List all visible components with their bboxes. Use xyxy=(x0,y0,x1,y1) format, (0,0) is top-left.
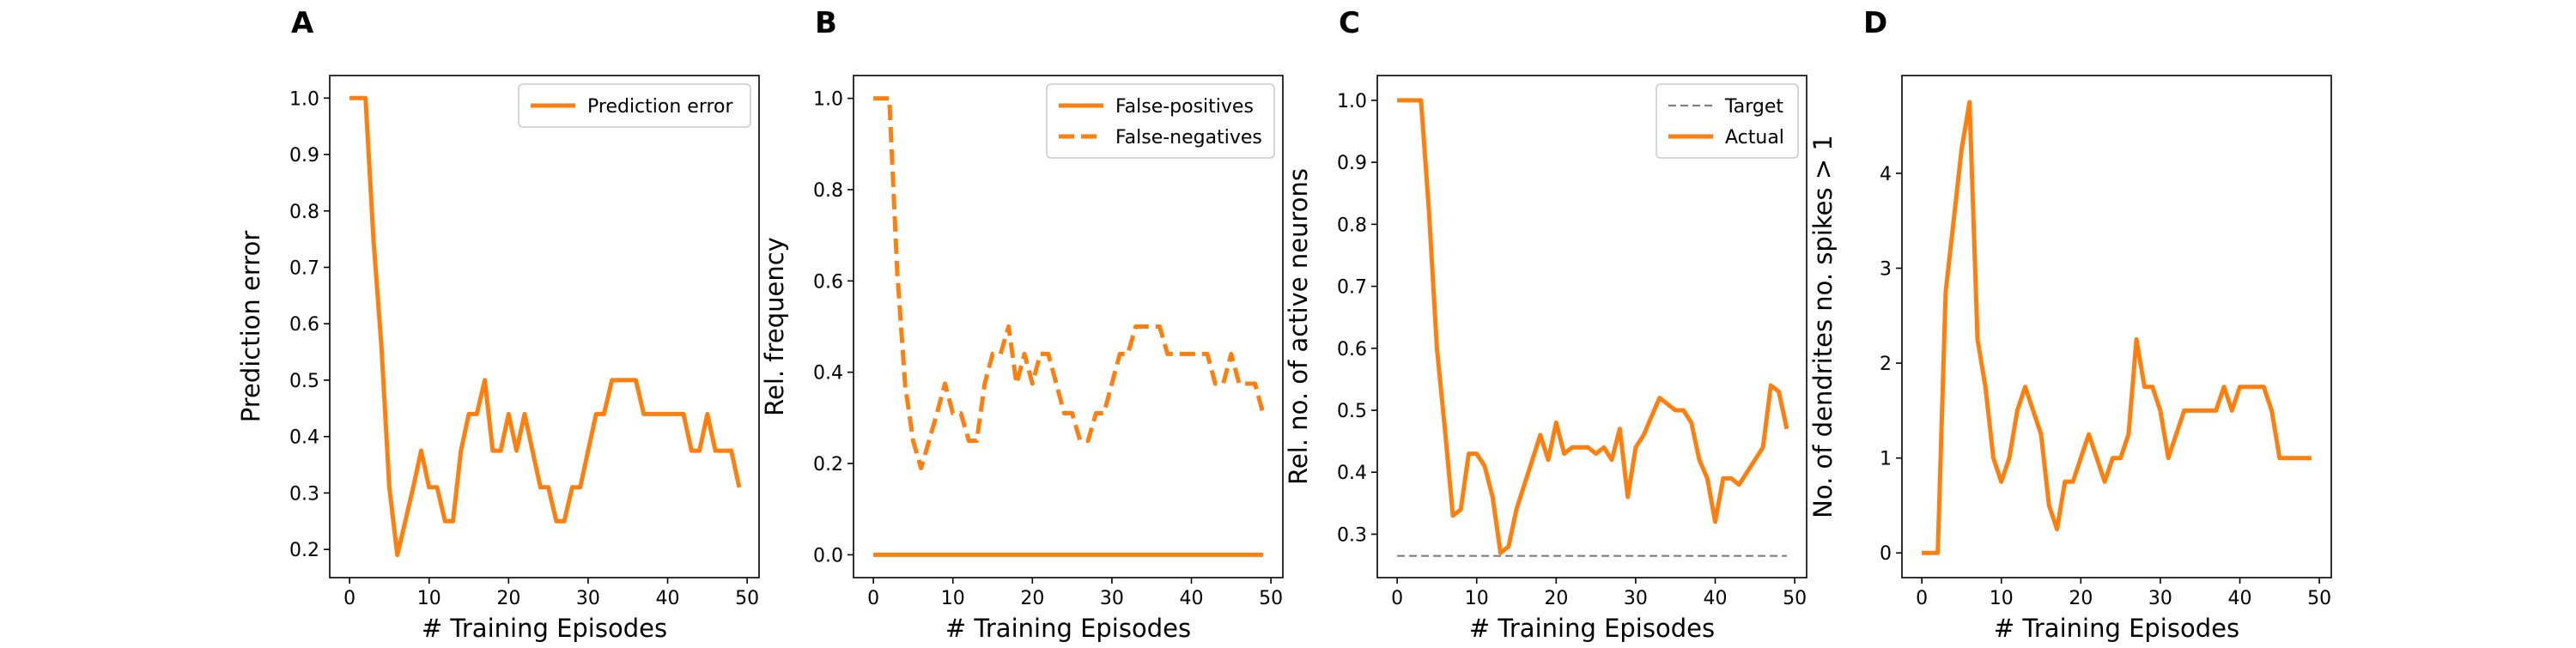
panel-c-y-tick-label: 1.0 xyxy=(1337,91,1367,112)
panel-c-y-axis-label: Rel. no. of active neurons xyxy=(1284,168,1313,485)
panel-d-letter: D xyxy=(1863,6,1887,40)
panel-a-x-tick-label: 20 xyxy=(496,588,520,609)
panel-a-x-axis-label: # Training Episodes xyxy=(422,614,667,643)
panel-d: D 0 10 20 30 40 50 0 1 2 3 4 # Training Episodes No. … xyxy=(1808,6,2332,643)
panel-c-x-tick-label: 20 xyxy=(1544,588,1568,609)
panel-a-y-tick-label: 0.5 xyxy=(289,371,319,392)
panel-d-x-tick-label: 0 xyxy=(1916,588,1928,609)
panel-b-series-1-line xyxy=(873,96,1266,470)
panel-a-legend-label-0: Prediction error xyxy=(587,96,733,118)
panel-a-y-axis-label: Prediction error xyxy=(236,231,265,423)
panel-a-x-tick-label: 10 xyxy=(417,588,441,609)
panel-a-y-tick-label: 0.3 xyxy=(289,483,319,505)
panel-a-y-tick-label: 0.4 xyxy=(289,427,319,449)
panel-b-x-tick-label: 30 xyxy=(1100,588,1124,609)
panel-a-y-tick-label: 1.0 xyxy=(289,88,319,110)
panel-d-y-tick-label: 4 xyxy=(1880,164,1892,185)
panel-c-y-tick-label: 0.4 xyxy=(1337,463,1367,484)
panel-b-legend-label-1: False-negatives xyxy=(1115,127,1262,148)
panel-d-y-tick-label: 0 xyxy=(1880,543,1892,565)
panel-a-y-tick-label: 0.2 xyxy=(289,540,319,561)
panel-c-axes-frame xyxy=(1376,75,1807,578)
panel-b-y-tick-label: 0.8 xyxy=(813,180,843,202)
panel-d-x-tick-label: 10 xyxy=(1990,588,2014,609)
panel-d-x-tick-label: 40 xyxy=(2228,588,2252,609)
panel-d-x-tick-label: 20 xyxy=(2069,588,2093,609)
panel-c-legend-label-0: Target xyxy=(1724,96,1783,118)
panel-a-letter: A xyxy=(291,6,314,40)
panel-b-y-tick-label: 0.4 xyxy=(813,363,843,385)
panel-c-y-tick-label: 0.8 xyxy=(1337,215,1367,236)
panel-c-x-axis-label: # Training Episodes xyxy=(1469,614,1715,643)
panel-d-x-tick-label: 50 xyxy=(2307,588,2331,609)
panel-c-y-tick-label: 0.9 xyxy=(1337,153,1367,174)
panel-c-x-tick-label: 30 xyxy=(1624,588,1648,609)
panel-c-series-1-line xyxy=(1397,98,1789,555)
panel-a: A 0 10 20 30 40 50 0.2 0.3 0.4 0.5 0.6 0.7 0.8 0.9 1.0 #… xyxy=(236,6,760,643)
panel-d-y-tick-label: 1 xyxy=(1880,449,1892,470)
panel-a-y-tick-label: 0.6 xyxy=(289,314,319,336)
panel-c-legend-box xyxy=(1656,83,1799,159)
panel-a-legend-box xyxy=(518,83,751,128)
panel-b: B 0 10 20 30 40 50 0.0 0.2 0.4 0.6 0.8 1.0 # Training… xyxy=(760,6,1284,643)
panel-d-y-axis-label: No. of dendrites no. spikes > 1 xyxy=(1808,135,1838,518)
panel-b-axes-frame xyxy=(853,75,1284,578)
panel-d-series-0-line xyxy=(1922,100,2312,555)
panel-a-y-tick-label: 0.7 xyxy=(289,257,319,279)
panel-c-legend-label-1: Actual xyxy=(1725,127,1784,148)
panel-b-x-tick-label: 20 xyxy=(1020,588,1044,609)
panel-c-y-tick-label: 0.3 xyxy=(1337,524,1367,546)
panel-b-x-tick-label: 10 xyxy=(941,588,965,609)
panel-b-legend: False-positives False-negatives xyxy=(1046,83,1275,159)
panel-b-letter: B xyxy=(815,6,837,40)
panel-c-y-tick-label: 0.5 xyxy=(1337,401,1367,422)
panel-b-y-axis-label: Rel. frequency xyxy=(760,237,789,416)
panel-b-y-tick-label: 0.2 xyxy=(813,454,843,475)
panel-a-x-tick-label: 50 xyxy=(735,588,759,609)
panel-c: C 0 10 20 30 40 50 0.3 0.4 0.5 0.6 0.7 0.8 0.9 1.0 # Tr… xyxy=(1284,6,1807,643)
panel-b-x-axis-label: # Training Episodes xyxy=(945,614,1191,643)
panel-d-x-axis-label: # Training Episodes xyxy=(1994,614,2239,643)
panel-b-legend-box xyxy=(1046,83,1275,159)
panel-d-y-tick-label: 3 xyxy=(1880,258,1892,280)
panel-b-x-tick-label: 0 xyxy=(867,588,879,609)
panel-d-x-tick-label: 30 xyxy=(2148,588,2172,609)
panel-a-axes-frame xyxy=(329,75,760,578)
panel-c-x-tick-label: 40 xyxy=(1704,588,1728,609)
panel-c-y-tick-label: 0.7 xyxy=(1337,277,1367,299)
panel-a-x-tick-label: 30 xyxy=(576,588,600,609)
panel-c-x-tick-label: 10 xyxy=(1465,588,1489,609)
panel-b-x-tick-label: 40 xyxy=(1180,588,1204,609)
panel-d-axes-frame xyxy=(1901,75,2332,578)
panel-c-x-tick-label: 0 xyxy=(1391,588,1403,609)
panel-c-x-tick-label: 50 xyxy=(1783,588,1807,609)
panel-c-letter: C xyxy=(1339,6,1360,40)
panel-a-legend: Prediction error xyxy=(518,83,751,128)
panel-b-legend-label-0: False-positives xyxy=(1115,96,1254,118)
panel-b-y-tick-label: 0.6 xyxy=(813,271,843,293)
panel-c-y-tick-label: 0.6 xyxy=(1337,339,1367,360)
panel-a-y-tick-label: 0.9 xyxy=(289,145,319,167)
panel-a-series-0-line xyxy=(349,95,742,558)
panel-d-y-tick-label: 2 xyxy=(1880,354,1892,375)
panel-b-x-tick-label: 50 xyxy=(1259,588,1283,609)
panel-a-y-tick-label: 0.8 xyxy=(289,202,319,223)
panel-a-x-tick-label: 40 xyxy=(656,588,680,609)
panel-a-x-tick-label: 0 xyxy=(343,588,355,609)
panel-b-y-tick-label: 1.0 xyxy=(813,89,843,111)
panel-b-y-tick-label: 0.0 xyxy=(813,545,843,566)
panel-c-legend: Target Actual xyxy=(1656,83,1799,159)
